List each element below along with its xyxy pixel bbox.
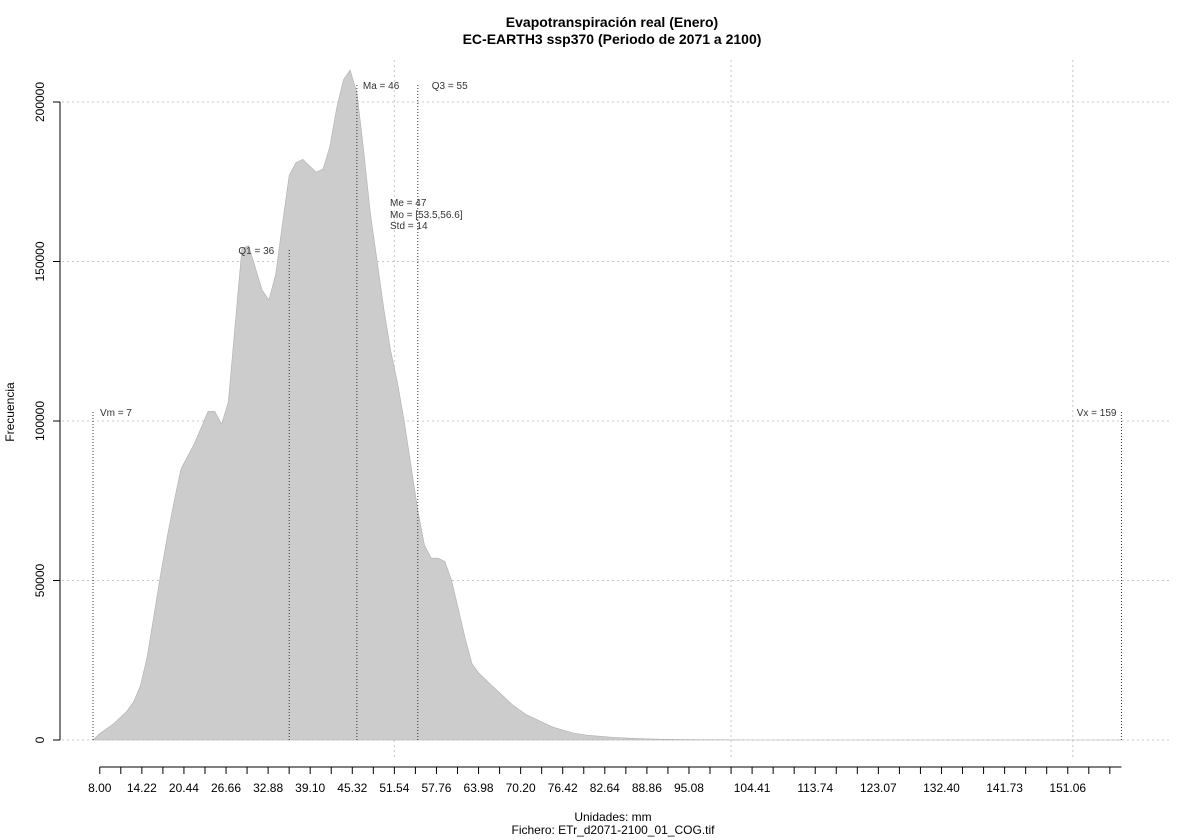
- y-axis: 0 50000 100000 150000 200000: [33, 82, 61, 743]
- x-tick-label: 123.07: [860, 781, 897, 795]
- x-tick-label: 63.98: [464, 781, 494, 795]
- x-tick-label: 8.00: [88, 781, 112, 795]
- stat-annotation: Ma = 46: [363, 81, 400, 92]
- x-tick-label: 88.86: [632, 781, 662, 795]
- x-tick-label: 51.54: [379, 781, 409, 795]
- x-tick-label: 95.08: [674, 781, 704, 795]
- stat-annotation: Q1 = 36: [238, 246, 274, 257]
- x-tick-label: 82.64: [590, 781, 620, 795]
- x-tick-label: 26.66: [211, 781, 241, 795]
- std-label: Std = 14: [390, 221, 428, 232]
- x-tick-label: 45.32: [337, 781, 367, 795]
- stat-annotation: Vx = 159: [1077, 408, 1117, 419]
- file-name-label: Fichero: ETr_d2071-2100_01_COG.tif: [512, 823, 716, 837]
- mode-label: Mo = [53.5,56.6]: [390, 210, 463, 221]
- x-tick-label: 14.22: [127, 781, 157, 795]
- x-tick-label: 32.88: [253, 781, 283, 795]
- x-tick-label: 57.76: [421, 781, 451, 795]
- x-tick-label: 104.41: [734, 781, 771, 795]
- x-tick-label: 39.10: [295, 781, 325, 795]
- x-tick-label: 132.40: [923, 781, 960, 795]
- x-tick-label: 76.42: [548, 781, 578, 795]
- density-area: [92, 69, 1122, 741]
- chart-title: Evapotranspiración real (Enero): [506, 14, 718, 30]
- stat-lines: [92, 85, 1122, 740]
- x-tick-label: 141.73: [986, 781, 1023, 795]
- y-tick-label: 0: [33, 736, 47, 743]
- median-label: Me = 47: [390, 198, 427, 209]
- y-tick-label: 100000: [33, 401, 47, 441]
- x-tick-label: 151.06: [1049, 781, 1086, 795]
- density-area-path: [92, 69, 1122, 741]
- x-tick-label: 70.20: [506, 781, 536, 795]
- y-tick-label: 200000: [33, 82, 47, 122]
- x-axis-label: Unidades: mm: [574, 810, 651, 824]
- x-axis: 8.00 14.22 20.44 26.66 32.88 39.10 45.32 51.54 5…: [88, 766, 1122, 795]
- x-tick-label: 113.74: [797, 781, 833, 795]
- y-axis-label: Frecuencia: [3, 382, 17, 442]
- annotations: Vm = 7 Q1 = 36 Ma = 46 Q3 = 55 Vx = 159: [100, 81, 1117, 419]
- y-tick-label: 50000: [33, 563, 47, 597]
- y-tick-label: 150000: [33, 241, 47, 281]
- stat-annotation: Vm = 7: [100, 408, 132, 419]
- chart-subtitle: EC-EARTH3 ssp370 (Periodo de 2071 a 2100…: [463, 31, 762, 47]
- x-tick-label: 20.44: [169, 781, 199, 795]
- stat-annotation: Q3 = 55: [432, 81, 468, 92]
